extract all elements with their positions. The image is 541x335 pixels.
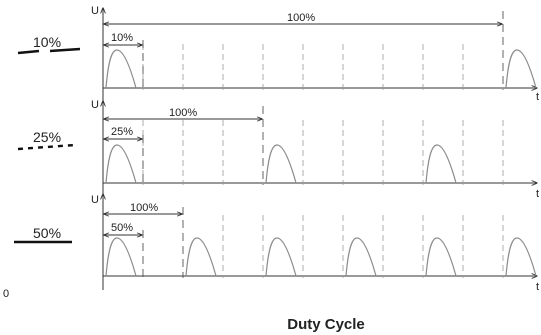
pulse-2b [265, 144, 297, 184]
x-axis-label-2: t [536, 188, 539, 200]
pulse-3e [425, 237, 457, 277]
diagram-title: Duty Cycle [287, 316, 365, 333]
origin-label: 0 [3, 288, 9, 300]
legend-label-25: 25% [33, 129, 61, 145]
pulse-1a [105, 49, 137, 89]
pulse-3d [345, 237, 377, 277]
grid-lines-3 [222, 215, 504, 278]
pulse-2a [105, 144, 137, 184]
pulse-3f [505, 237, 537, 277]
grid-lines-2 [142, 120, 504, 185]
period-label-3: 100% [130, 202, 158, 214]
legend-25-percent: 25% [17, 129, 76, 151]
legend-50-percent: 50% [14, 225, 72, 244]
pulse-3a [105, 237, 137, 277]
on-time-label-3: 50% [111, 222, 133, 234]
period-label-2: 100% [169, 107, 197, 119]
grid-lines-1 [142, 44, 464, 90]
pulse-2c [425, 144, 457, 184]
legend-line-25 [17, 143, 76, 151]
legend-line-10-segment-a [17, 49, 40, 55]
on-time-label-2: 25% [111, 126, 133, 138]
legend-label-50: 50% [33, 225, 61, 241]
x-axis-label-1: t [536, 91, 539, 103]
y-axis-label-1: U [91, 5, 99, 17]
pulse-1b [505, 49, 537, 89]
panel-10-percent: 10% U t 100% 10% [17, 5, 539, 103]
legend-line-10-segment-b [49, 47, 81, 53]
panel-50-percent: 50% U t 100% 50% [14, 194, 539, 293]
pulse-3b [185, 237, 217, 277]
legend-10-percent: 10% [17, 34, 81, 55]
legend-label-10: 10% [33, 34, 61, 50]
on-time-label-1: 10% [111, 32, 133, 44]
y-axis-label-3: U [91, 194, 99, 206]
panel-25-percent: 25% U t 100% 25% [17, 99, 539, 200]
x-axis-label-3: t [536, 281, 539, 293]
y-axis-label-2: U [91, 99, 99, 111]
pulse-3c [265, 237, 297, 277]
period-label-1: 100% [287, 12, 315, 24]
